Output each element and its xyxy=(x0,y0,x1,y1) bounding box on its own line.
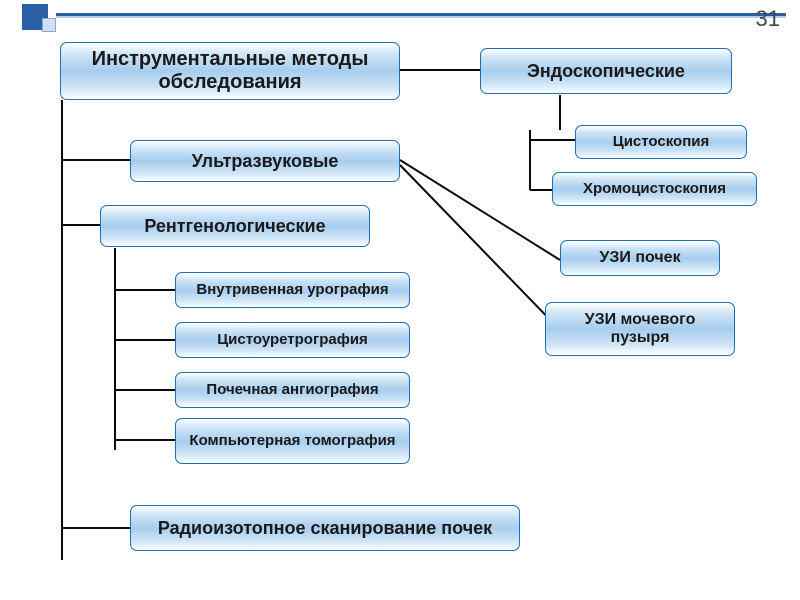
node-uzi-kidney: УЗИ почек xyxy=(560,240,720,276)
node-radiology: Рентгенологические xyxy=(100,205,370,247)
slide-root: 31 xyxy=(0,0,800,600)
node-uzi-bladder: УЗИ мочевого пузыря xyxy=(545,302,735,356)
page-number: 31 xyxy=(756,6,780,32)
node-header: Инструментальные методы обследования xyxy=(60,42,400,100)
node-endoscopic: Эндоскопические xyxy=(480,48,732,94)
deco-bar-shadow xyxy=(56,16,786,18)
node-iv-urography: Внутривенная урография xyxy=(175,272,410,308)
node-ultrasound: Ультразвуковые xyxy=(130,140,400,182)
deco-square-small xyxy=(42,18,56,32)
node-cystourethrography: Цистоуретрография xyxy=(175,322,410,358)
node-ct: Компьютерная томография xyxy=(175,418,410,464)
node-renal-angiography: Почечная ангиография xyxy=(175,372,410,408)
node-chromocystoscopy: Хромоцистоскопия xyxy=(552,172,757,206)
node-cystoscopy: Цистоскопия xyxy=(575,125,747,159)
node-radioisotope: Радиоизотопное сканирование почек xyxy=(130,505,520,551)
